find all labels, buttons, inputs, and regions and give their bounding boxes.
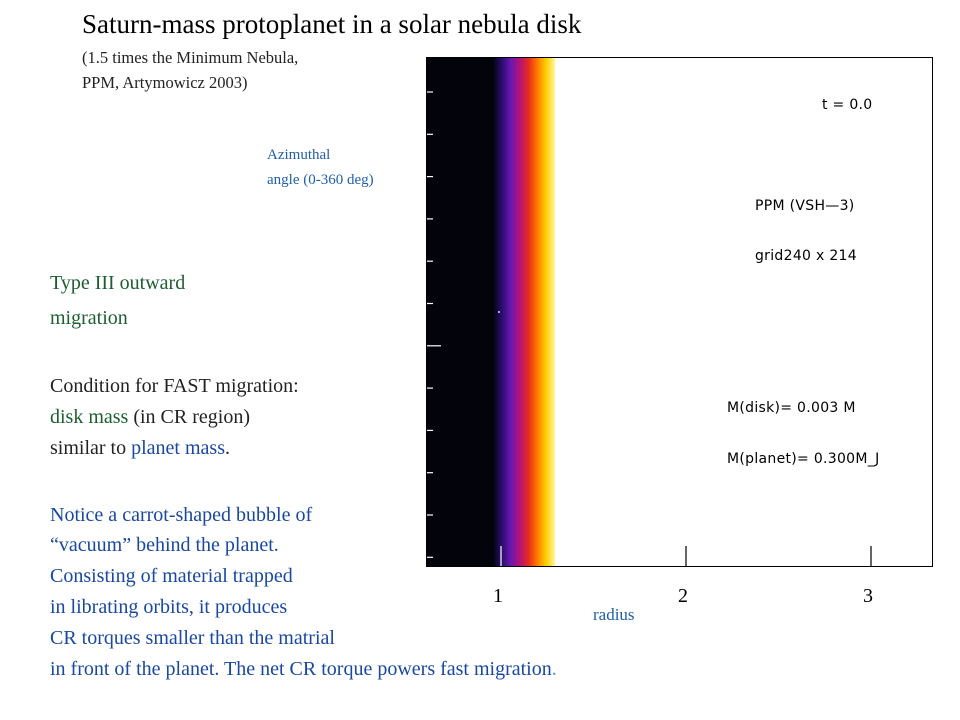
condition-text: similar to xyxy=(50,437,132,459)
y-axis-ticks xyxy=(427,91,441,558)
x-axis-ticks xyxy=(500,546,872,566)
condition-line: Condition for FAST migration: xyxy=(50,375,299,397)
planet-mass-readout: M(planet)= 0.300M_J xyxy=(727,451,880,467)
notice-line: Consisting of material trapped xyxy=(50,565,293,587)
density-map xyxy=(427,58,872,566)
type-iii-heading: Type III outward xyxy=(50,272,186,294)
planet-mass-term: planet mass xyxy=(131,437,225,459)
grid-readout: grid240 x 214 xyxy=(755,248,857,264)
x-tick-label: 3 xyxy=(863,585,873,607)
disk-mass-readout: M(disk)= 0.003 M xyxy=(727,400,856,416)
simulation-panel: t = 0.0 PPM (VSH—3) grid240 x 214 M(disk… xyxy=(426,57,933,567)
type-iii-heading: migration xyxy=(50,307,128,329)
subtitle-line: (1.5 times the Minimum Nebula, xyxy=(82,48,299,67)
condition-text: . xyxy=(224,437,230,459)
disk-mass-term: disk mass xyxy=(50,406,129,428)
x-tick-label: 2 xyxy=(678,585,688,607)
notice-line: Notice a carrot-shaped bubble of xyxy=(50,504,313,526)
y-axis-label: Azimuthal xyxy=(267,147,331,163)
notice-text: in front of the planet. The net CR torqu… xyxy=(50,658,552,680)
y-axis-label: angle (0-360 deg) xyxy=(267,172,374,188)
condition-text: (in CR region) xyxy=(128,406,250,428)
condition-line: disk mass (in CR region) xyxy=(50,405,250,429)
subtitle-line: PPM, Artymowicz 2003) xyxy=(82,73,248,92)
x-axis-label: radius xyxy=(593,605,635,624)
time-readout: t = 0.0 xyxy=(822,97,873,113)
planet-marker xyxy=(498,311,500,313)
condition-line: similar to planet mass. xyxy=(50,436,230,460)
disk-density-band xyxy=(493,58,555,566)
slide-title: Saturn-mass protoplanet in a solar nebul… xyxy=(82,9,582,39)
inner-hole-region xyxy=(427,58,495,566)
notice-line: in front of the planet. The net CR torqu… xyxy=(50,657,557,681)
notice-line: “vacuum” behind the planet. xyxy=(50,534,279,556)
notice-line: CR torques smaller than the matrial xyxy=(50,627,335,649)
method-readout: PPM (VSH—3) xyxy=(755,198,855,214)
notice-period: . xyxy=(551,658,557,680)
x-tick-label: 1 xyxy=(493,585,503,607)
notice-line: in librating orbits, it produces xyxy=(50,596,288,618)
